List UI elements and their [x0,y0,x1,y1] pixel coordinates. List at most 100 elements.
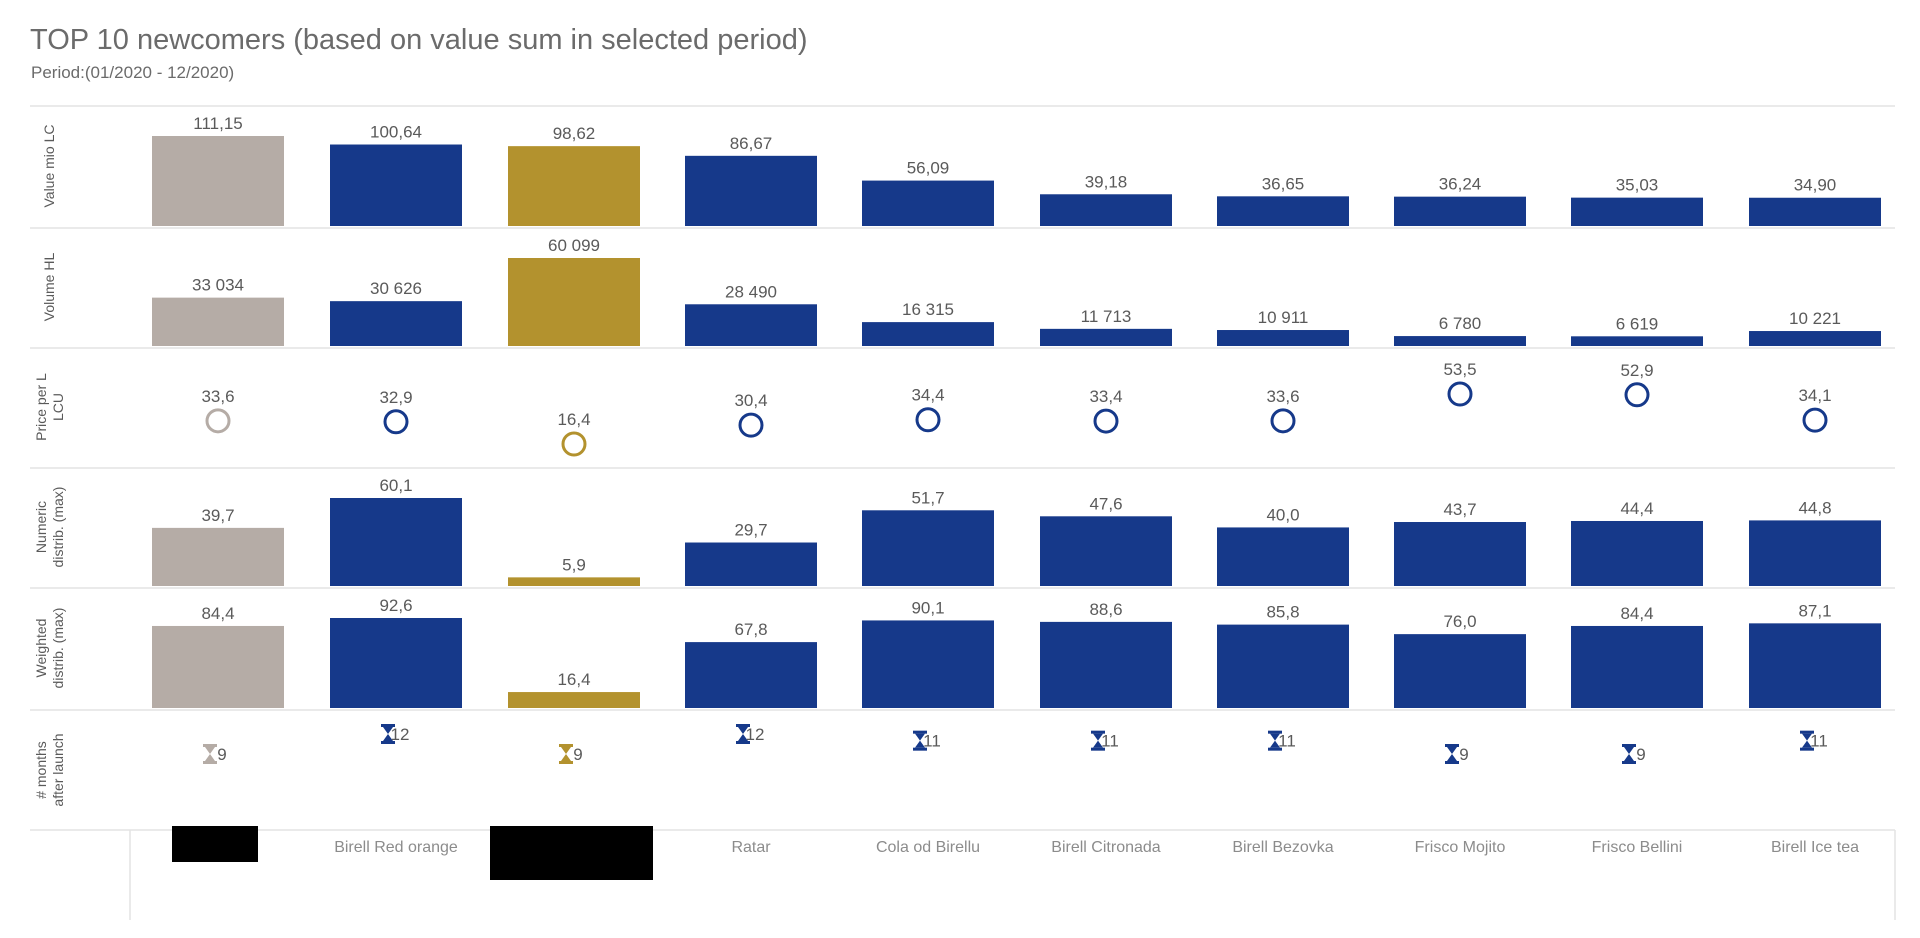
bar-volume-hl-frisco-bellini [1571,336,1703,346]
bar-numeric-distrib-max-frisco-bellini [1571,520,1703,586]
data-label-months-after-launch-cola-od-birellu: 11 [923,732,941,751]
hourglass-icon [1268,730,1282,751]
data-label-price-per-l-lcu-birell-citronada: 33,4 [1089,387,1122,406]
bar-volume-hl-category-3 [508,258,640,346]
category-label-birell-citronada: Birell Citronada [1051,839,1160,856]
redacted-category-label [490,826,653,880]
data-label-months-after-launch-frisco-bellini: 9 [1636,745,1645,764]
data-label-value-mio-lc-category-3: 98,62 [553,124,596,143]
point-price-per-l-lcu-frisco-bellini [1624,382,1650,408]
page-title: TOP 10 newcomers (based on value sum in … [30,24,808,56]
bar-value-mio-lc-birell-bezovka [1217,196,1349,226]
data-label-numeric-distrib-max-birell-citronada: 47,6 [1089,494,1122,513]
row-label-price-per-l-lcu-line-2: LCU [50,393,66,421]
bar-numeric-distrib-max-cola-od-birellu [862,510,994,586]
bar-weighted-distrib-max-frisco-mojito [1394,634,1526,708]
data-label-numeric-distrib-max-cola-od-birellu: 51,7 [911,488,944,507]
data-label-price-per-l-lcu-birell-bezovka: 33,6 [1266,387,1299,406]
row-label-value-mio-lc: Value mio LC [41,124,57,207]
hourglass-icon [203,744,217,764]
category-label-birell-bezovka: Birell Bezovka [1232,839,1333,856]
bar-weighted-distrib-max-frisco-bellini [1571,625,1703,708]
data-label-value-mio-lc-birell-ice-tea: 34,90 [1794,176,1837,195]
data-label-price-per-l-lcu-frisco-mojito: 53,5 [1443,360,1476,379]
bar-value-mio-lc-frisco-bellini [1571,197,1703,226]
bar-value-mio-lc-birell-red-orange [330,144,462,226]
point-price-per-l-lcu-birell-bezovka [1270,408,1296,434]
bar-numeric-distrib-max-birell-red-orange [330,498,462,586]
data-label-value-mio-lc-frisco-mojito: 36,24 [1439,175,1482,194]
bar-value-mio-lc-birell-citronada [1040,194,1172,226]
hourglass-icon [1800,730,1814,751]
data-label-volume-hl-cola-od-birellu: 16 315 [902,300,954,319]
bar-volume-hl-birell-red-orange [330,301,462,346]
data-label-volume-hl-category-1: 33 034 [192,276,244,295]
bar-numeric-distrib-max-birell-bezovka [1217,527,1349,586]
data-label-numeric-distrib-max-category-3: 5,9 [562,555,586,574]
data-label-price-per-l-lcu-category-1: 33,6 [201,387,234,406]
bar-weighted-distrib-max-cola-od-birellu [862,620,994,708]
bar-value-mio-lc-ratar [685,155,817,226]
data-label-price-per-l-lcu-birell-red-orange: 32,9 [379,388,412,407]
bar-weighted-distrib-max-birell-ice-tea [1749,623,1881,708]
data-label-price-per-l-lcu-frisco-bellini: 52,9 [1620,361,1653,380]
bar-value-mio-lc-cola-od-birellu [862,180,994,226]
data-label-numeric-distrib-max-birell-bezovka: 40,0 [1266,505,1299,524]
point-price-per-l-lcu-birell-red-orange [383,409,409,435]
bar-numeric-distrib-max-birell-ice-tea [1749,520,1881,586]
redacted-category-label [172,826,258,862]
data-label-value-mio-lc-birell-bezovka: 36,65 [1262,174,1305,193]
row-label-weighted-distrib-max-line-1: Weighted [33,619,49,678]
point-price-per-l-lcu-birell-citronada [1093,408,1119,434]
bar-weighted-distrib-max-birell-bezovka [1217,624,1349,708]
data-label-weighted-distrib-max-frisco-bellini: 84,4 [1620,604,1653,623]
data-label-weighted-distrib-max-birell-bezovka: 85,8 [1266,603,1299,622]
period-subtitle: Period:(01/2020 - 12/2020) [31,63,235,82]
category-label-frisco-bellini: Frisco Bellini [1592,839,1683,856]
hourglass-icon [559,744,573,764]
bar-volume-hl-category-1 [152,297,284,346]
hourglass-icon [1445,744,1459,764]
bar-value-mio-lc-birell-ice-tea [1749,197,1881,226]
data-label-value-mio-lc-birell-red-orange: 100,64 [370,123,422,142]
data-label-volume-hl-frisco-mojito: 6 780 [1439,314,1482,333]
data-label-value-mio-lc-cola-od-birellu: 56,09 [907,159,950,178]
point-price-per-l-lcu-cola-od-birellu [915,407,941,433]
category-label-birell-ice-tea: Birell Ice tea [1771,839,1859,856]
row-label-months-after-launch-line-1: # months [33,741,49,799]
data-label-months-after-launch-category-3: 9 [573,745,582,764]
point-price-per-l-lcu-birell-ice-tea [1802,407,1828,433]
data-label-volume-hl-birell-citronada: 11 713 [1081,307,1132,326]
row-label-months-after-launch-line-2: after launch [50,733,66,806]
data-label-months-after-launch-frisco-mojito: 9 [1459,745,1468,764]
bar-volume-hl-frisco-mojito [1394,336,1526,346]
point-price-per-l-lcu-frisco-mojito [1447,381,1473,407]
data-label-value-mio-lc-ratar: 86,67 [730,134,773,153]
data-label-months-after-launch-birell-citronada: 11 [1101,732,1119,751]
data-label-volume-hl-ratar: 28 490 [725,282,777,301]
data-label-volume-hl-birell-bezovka: 10 911 [1258,308,1309,327]
data-label-weighted-distrib-max-ratar: 67,8 [734,620,767,639]
bar-numeric-distrib-max-frisco-mojito [1394,522,1526,586]
bar-volume-hl-birell-bezovka [1217,330,1349,346]
data-label-price-per-l-lcu-ratar: 30,4 [734,391,767,410]
bar-value-mio-lc-category-3 [508,146,640,226]
bar-weighted-distrib-max-category-1 [152,625,284,708]
data-label-weighted-distrib-max-cola-od-birellu: 90,1 [911,598,944,617]
data-label-weighted-distrib-max-category-3: 16,4 [557,670,590,689]
bar-value-mio-lc-frisco-mojito [1394,196,1526,226]
bar-volume-hl-birell-citronada [1040,328,1172,346]
data-label-months-after-launch-category-1: 9 [217,745,226,764]
data-label-months-after-launch-birell-bezovka: 11 [1278,732,1296,751]
hourglass-icon [1622,744,1636,764]
data-label-months-after-launch-birell-ice-tea: 11 [1810,732,1828,751]
bar-weighted-distrib-max-birell-citronada [1040,621,1172,708]
bar-numeric-distrib-max-category-3 [508,577,640,586]
hourglass-icon [381,724,395,744]
data-label-numeric-distrib-max-frisco-bellini: 44,4 [1620,499,1653,518]
row-label-numeric-distrib-max-line-2: distrib. (max) [50,487,66,568]
hourglass-icon [913,730,927,751]
row-label-price-per-l-lcu-line-1: Price per L [33,373,49,441]
data-label-weighted-distrib-max-birell-citronada: 88,6 [1089,600,1122,619]
